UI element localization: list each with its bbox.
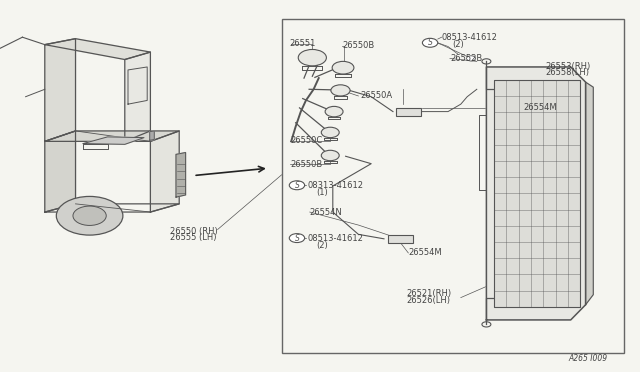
Text: 26550B: 26550B	[342, 41, 374, 50]
Text: 26526(LH): 26526(LH)	[406, 296, 451, 305]
Text: 26558(LH): 26558(LH)	[545, 68, 589, 77]
Text: 08313-41612: 08313-41612	[307, 181, 364, 190]
Polygon shape	[45, 39, 150, 60]
Circle shape	[73, 206, 106, 225]
Bar	[396, 108, 421, 116]
Text: 08513-41612: 08513-41612	[442, 33, 497, 42]
Circle shape	[289, 234, 305, 243]
Text: 26521(RH): 26521(RH)	[406, 289, 452, 298]
Text: 26550B: 26550B	[290, 160, 322, 169]
Circle shape	[332, 61, 354, 74]
Bar	[388, 235, 413, 243]
Text: S: S	[294, 181, 300, 190]
Text: 26550C: 26550C	[290, 136, 322, 145]
Text: S: S	[428, 38, 433, 47]
Circle shape	[289, 181, 305, 190]
Polygon shape	[150, 131, 179, 212]
Circle shape	[325, 106, 343, 117]
Text: 26554M: 26554M	[408, 248, 442, 257]
Polygon shape	[83, 137, 144, 144]
Text: 26554M: 26554M	[524, 103, 557, 112]
Text: 26550A: 26550A	[360, 92, 392, 100]
Circle shape	[321, 150, 339, 161]
Text: A265 I009: A265 I009	[569, 354, 608, 363]
Text: (2): (2)	[452, 40, 463, 49]
Polygon shape	[176, 153, 186, 197]
Polygon shape	[150, 131, 154, 140]
Polygon shape	[45, 131, 76, 212]
Polygon shape	[586, 82, 593, 305]
Bar	[282, 19, 624, 353]
Text: 26555 (LH): 26555 (LH)	[170, 233, 216, 242]
Text: 26554N: 26554N	[310, 208, 342, 217]
Circle shape	[331, 85, 350, 96]
Circle shape	[56, 196, 123, 235]
Text: 26553(RH): 26553(RH)	[545, 62, 591, 71]
Circle shape	[321, 127, 339, 138]
Text: S: S	[294, 234, 300, 243]
Text: (1): (1)	[316, 188, 328, 197]
Text: 26552B: 26552B	[450, 54, 482, 63]
Polygon shape	[486, 67, 586, 320]
Polygon shape	[45, 39, 76, 141]
Text: 26551: 26551	[289, 39, 316, 48]
Text: 26550 (RH): 26550 (RH)	[170, 227, 218, 236]
Bar	[494, 80, 580, 307]
Circle shape	[467, 56, 476, 61]
Text: 08513-41612: 08513-41612	[307, 234, 363, 243]
Circle shape	[422, 38, 438, 47]
Polygon shape	[45, 131, 179, 141]
Text: (2): (2)	[316, 241, 328, 250]
Polygon shape	[125, 52, 150, 141]
Circle shape	[298, 49, 326, 66]
